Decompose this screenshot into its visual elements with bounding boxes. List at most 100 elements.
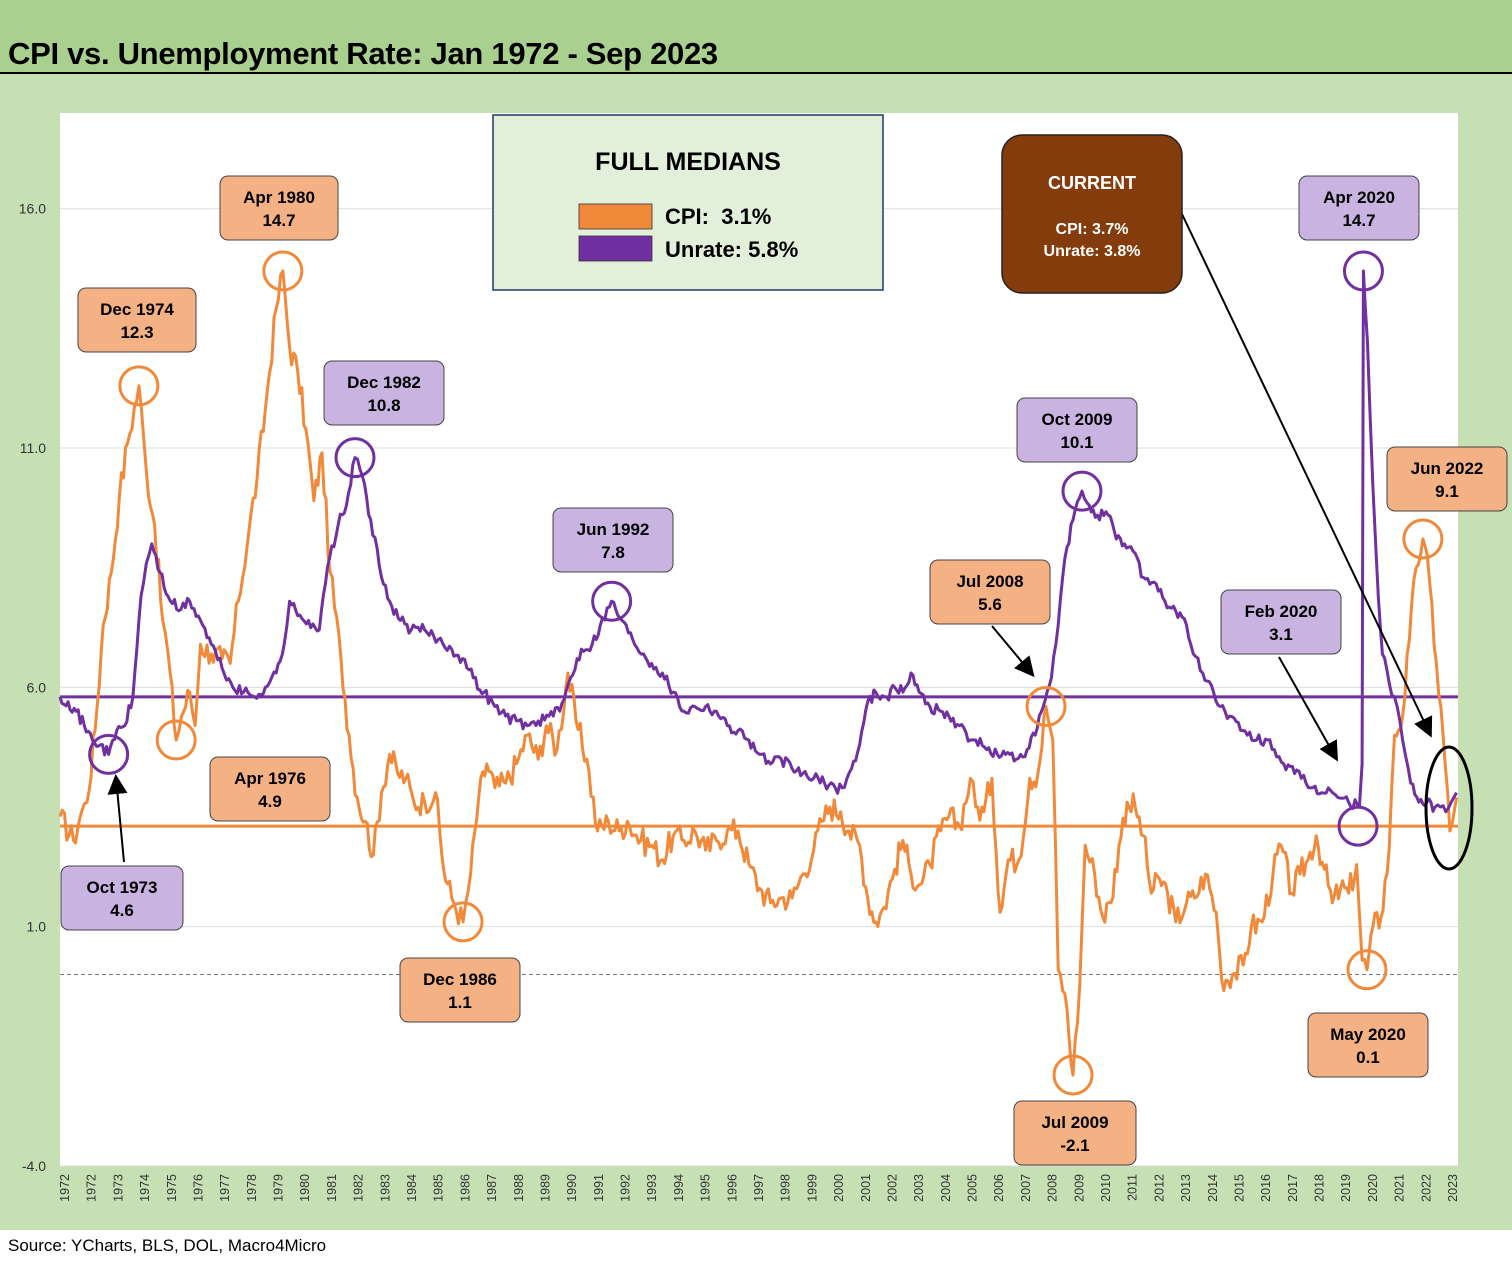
series-lines bbox=[58, 269, 1459, 1077]
callout-box bbox=[77, 287, 197, 353]
x-tick-label: 1993 bbox=[645, 1174, 659, 1202]
x-tick-label: 2011 bbox=[1126, 1174, 1140, 1201]
legend-box: FULL MEDIANS CPI: 3.1% Unrate: 5.8% bbox=[492, 114, 884, 291]
x-tick-label: 2021 bbox=[1393, 1174, 1407, 1202]
y-tick-label: 16.0 bbox=[19, 201, 46, 217]
callout-date: Oct 2009 bbox=[1042, 410, 1113, 429]
callout-date: Jun 1992 bbox=[577, 520, 650, 539]
current-title: CURRENT bbox=[1048, 173, 1136, 193]
marker-circle bbox=[1061, 470, 1103, 512]
current-unrate: Unrate: 3.8% bbox=[1044, 243, 1141, 260]
peak-markers bbox=[88, 250, 1474, 1096]
marker-circle bbox=[1342, 250, 1384, 292]
y-tick-label: -4.0 bbox=[22, 1158, 46, 1174]
x-tick-label: 2010 bbox=[1099, 1174, 1113, 1202]
x-tick-label: 2019 bbox=[1339, 1174, 1353, 1202]
x-tick-label: 2001 bbox=[859, 1174, 873, 1202]
x-tick-label: 1979 bbox=[272, 1174, 286, 1202]
x-tick-label: 1976 bbox=[191, 1174, 205, 1202]
callout-value: 14.7 bbox=[1342, 211, 1375, 230]
callouts: Dec 1974 12.3 Apr 1980 14.7 Dec 1982 10.8 Apr … bbox=[60, 175, 1508, 1166]
callout-value: -2.1 bbox=[1060, 1136, 1089, 1155]
callout-box bbox=[1016, 397, 1138, 463]
x-tick-label: 1996 bbox=[725, 1174, 739, 1202]
callout-box bbox=[209, 756, 331, 822]
callout-value: 14.7 bbox=[262, 211, 295, 230]
cpi-line bbox=[58, 269, 1459, 1077]
y-tick-label: 6.0 bbox=[27, 679, 47, 695]
callout-box bbox=[929, 559, 1051, 625]
x-tick-label: 2016 bbox=[1259, 1174, 1273, 1202]
x-tick-label: 1988 bbox=[512, 1174, 526, 1202]
x-tick-label: 1974 bbox=[138, 1174, 152, 1202]
x-tick-label: 1999 bbox=[805, 1174, 819, 1202]
x-tick-label: 1978 bbox=[245, 1174, 259, 1202]
x-tick-label: 2020 bbox=[1366, 1174, 1380, 1202]
x-tick-label: 1973 bbox=[111, 1174, 125, 1202]
callout-value: 4.9 bbox=[258, 792, 282, 811]
y-tick-label: 1.0 bbox=[27, 919, 47, 935]
median-lines bbox=[60, 695, 1458, 976]
marker-circle bbox=[334, 437, 376, 479]
current-box: CURRENT CPI: 3.7% Unrate: 3.8% bbox=[1001, 134, 1183, 294]
x-tick-label: 2003 bbox=[912, 1174, 926, 1202]
legend-label-unrate: Unrate: 5.8% bbox=[665, 237, 798, 262]
x-tick-label: 2006 bbox=[992, 1174, 1006, 1202]
x-tick-label: 2000 bbox=[832, 1174, 846, 1202]
callout-value: 12.3 bbox=[120, 323, 153, 342]
x-tick-label: 1992 bbox=[619, 1174, 633, 1202]
callout-date: May 2020 bbox=[1330, 1025, 1406, 1044]
callout-box bbox=[1298, 175, 1420, 241]
x-axis: 1972 1972 1973 1974 1975 1976 1977 1978 1979 1980… bbox=[58, 1174, 1460, 1202]
callout-date: Apr 1976 bbox=[234, 769, 306, 788]
x-tick-label: 1995 bbox=[699, 1174, 713, 1202]
callout-box bbox=[1386, 446, 1508, 512]
x-tick-label: 1997 bbox=[752, 1174, 766, 1202]
marker-circle bbox=[442, 901, 484, 943]
x-tick-label: 2007 bbox=[1019, 1174, 1033, 1202]
x-tick-label: 2002 bbox=[885, 1174, 899, 1202]
source-note: Source: YCharts, BLS, DOL, Macro4Micro bbox=[8, 1236, 327, 1255]
x-tick-label: 1989 bbox=[538, 1174, 552, 1202]
callout-date: Dec 1982 bbox=[347, 373, 421, 392]
callout-box bbox=[399, 957, 521, 1023]
marker-circle bbox=[1052, 1054, 1094, 1096]
callout-value: 9.1 bbox=[1435, 482, 1459, 501]
callout-arrow bbox=[991, 625, 1035, 678]
x-tick-label: 2014 bbox=[1206, 1174, 1220, 1202]
callout-arrow bbox=[107, 774, 128, 863]
callout-box bbox=[1220, 589, 1342, 655]
marker-circle bbox=[155, 719, 197, 761]
x-tick-label: 1998 bbox=[779, 1174, 793, 1202]
callout-date: Jul 2009 bbox=[1041, 1113, 1108, 1132]
x-tick-label: 1972 bbox=[85, 1174, 99, 1202]
callout-box bbox=[1307, 1012, 1429, 1078]
marker-circle bbox=[262, 250, 304, 292]
marker-circle bbox=[1402, 518, 1444, 560]
chart-title: CPI vs. Unemployment Rate: Jan 1972 - Se… bbox=[8, 36, 718, 71]
marker-circle bbox=[1337, 805, 1379, 847]
callout-value: 3.1 bbox=[1269, 625, 1293, 644]
x-tick-label: 2013 bbox=[1179, 1174, 1193, 1202]
callout-date: Apr 1980 bbox=[243, 188, 315, 207]
x-tick-label: 1975 bbox=[165, 1174, 179, 1202]
current-background bbox=[1001, 134, 1183, 294]
x-tick-label: 2022 bbox=[1419, 1174, 1433, 1202]
callout-value: 10.1 bbox=[1060, 433, 1093, 452]
legend-swatch-cpi bbox=[578, 203, 653, 230]
callout-box bbox=[552, 507, 674, 573]
callout-box bbox=[60, 865, 184, 931]
unrate-line bbox=[58, 269, 1458, 814]
callout-date: Jun 2022 bbox=[1411, 459, 1484, 478]
callout-value: 7.8 bbox=[601, 543, 625, 562]
x-tick-label: 1986 bbox=[458, 1174, 472, 1202]
callout-date: Dec 1974 bbox=[100, 300, 174, 319]
callout-arrow bbox=[1180, 211, 1433, 738]
x-tick-label: 1980 bbox=[298, 1174, 312, 1202]
callout-value: 1.1 bbox=[448, 993, 472, 1012]
marker-circle bbox=[1025, 686, 1067, 728]
marker-circle bbox=[118, 365, 160, 407]
current-cpi: CPI: 3.7% bbox=[1056, 221, 1129, 238]
title-bar: CPI vs. Unemployment Rate: Jan 1972 - Se… bbox=[0, 0, 1512, 74]
x-tick-label: 1991 bbox=[592, 1174, 606, 1202]
